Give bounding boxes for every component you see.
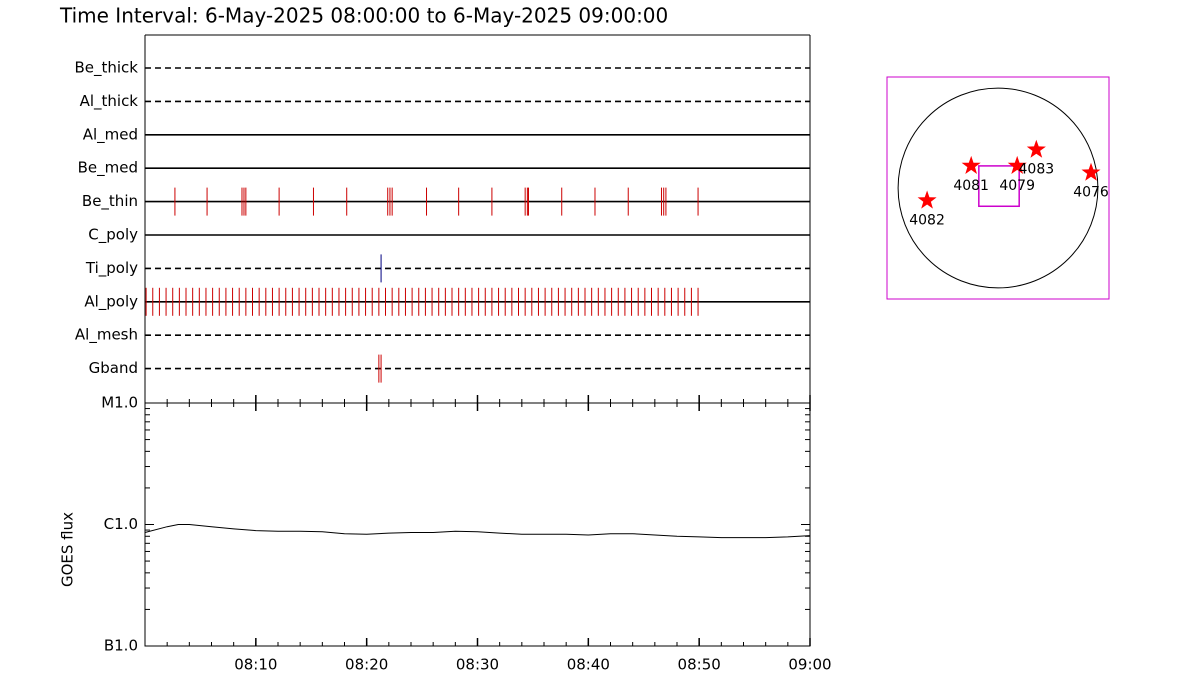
solar-disk xyxy=(897,87,1099,289)
x-tick-label: 08:40 xyxy=(567,656,610,674)
filter-label: Al_poly xyxy=(84,292,138,311)
xrt-fov xyxy=(978,165,1020,208)
x-tick-label: 08:20 xyxy=(345,656,388,674)
filter-label: Al_thick xyxy=(80,92,139,111)
y-tick-label: C1.0 xyxy=(104,515,138,533)
active-region-label: 4076 xyxy=(1073,185,1109,201)
active-region-label: 4079 xyxy=(999,178,1035,194)
x-tick-label: 09:00 xyxy=(788,656,831,674)
active-region-star xyxy=(1026,139,1046,158)
filter-label: Be_med xyxy=(78,159,138,178)
active-region-star xyxy=(1081,162,1101,181)
filter-label: Be_thick xyxy=(74,59,138,78)
filter-label: Al_mesh xyxy=(75,326,138,345)
y-axis-title: GOES flux xyxy=(59,512,77,587)
page-title: Time Interval: 6-May-2025 08:00:00 to 6-… xyxy=(59,4,668,28)
x-tick-label: 08:30 xyxy=(456,656,499,674)
active-region-star xyxy=(917,190,937,209)
plot-frame xyxy=(144,402,811,647)
goes-flux-line xyxy=(144,524,811,539)
x-tick-label: 08:50 xyxy=(678,656,721,674)
active-region-label: 4082 xyxy=(909,213,945,229)
filter-label: C_poly xyxy=(88,226,138,245)
active-region-label: 4083 xyxy=(1019,162,1055,178)
filter-label: Al_med xyxy=(83,125,138,144)
y-tick-label: M1.0 xyxy=(101,394,138,412)
filter-label: Gband xyxy=(89,359,138,377)
map-frame xyxy=(886,76,1110,300)
filter-label: Be_thin xyxy=(82,192,138,211)
active-region-star xyxy=(1007,155,1027,174)
x-tick-label: 08:10 xyxy=(234,656,277,674)
active-region-star xyxy=(961,155,981,174)
filter-label: Ti_poly xyxy=(85,259,138,278)
active-region-label: 4081 xyxy=(953,178,989,194)
y-tick-label: B1.0 xyxy=(104,637,138,655)
